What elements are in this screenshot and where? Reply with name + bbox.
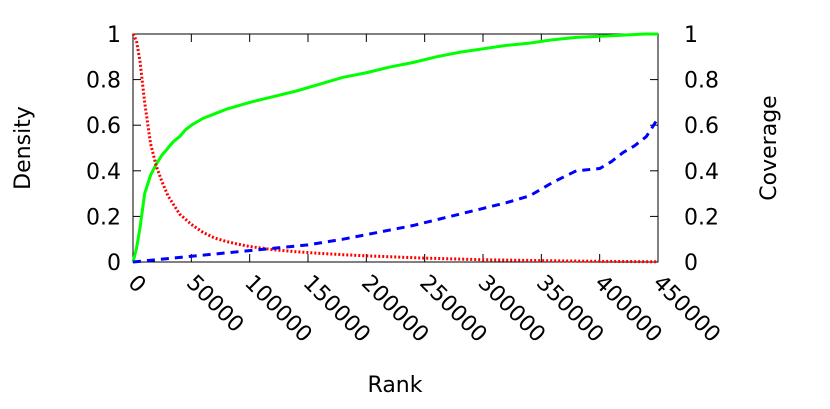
plot-frame <box>132 33 659 263</box>
coverage-line <box>131 32 658 263</box>
y-axis-title-right: Coverage <box>757 95 782 200</box>
y-tick-label-left: 0.4 <box>86 160 121 185</box>
x-axis-title: Rank <box>368 373 423 398</box>
y-tick-label-right: 0.6 <box>684 114 719 139</box>
y-tick-label-right: 0.2 <box>684 205 719 230</box>
y-tick-label-right: 0.4 <box>684 160 719 185</box>
x-tick-label: 50000 <box>181 271 248 338</box>
density-dashed-line <box>132 117 660 264</box>
density-dotted-line <box>131 33 659 264</box>
y-tick-label-right: 1 <box>684 23 698 48</box>
y-tick-label-right: 0.8 <box>684 69 719 94</box>
y-tick-label-right: 0 <box>684 251 698 276</box>
ticks-layer <box>132 33 659 263</box>
series-layer <box>131 32 660 264</box>
x-tick-label: 0 <box>123 271 151 299</box>
y-tick-label-left: 0.8 <box>86 69 121 94</box>
y-tick-label-left: 0.2 <box>86 205 121 230</box>
y-tick-label-left: 0 <box>107 251 121 276</box>
y-tick-label-left: 0.6 <box>86 114 121 139</box>
y-axis-title-left: Density <box>11 106 36 190</box>
y-tick-label-left: 1 <box>107 23 121 48</box>
labels-layer: 0 500001000001500002000002500003000003500… <box>86 23 725 348</box>
